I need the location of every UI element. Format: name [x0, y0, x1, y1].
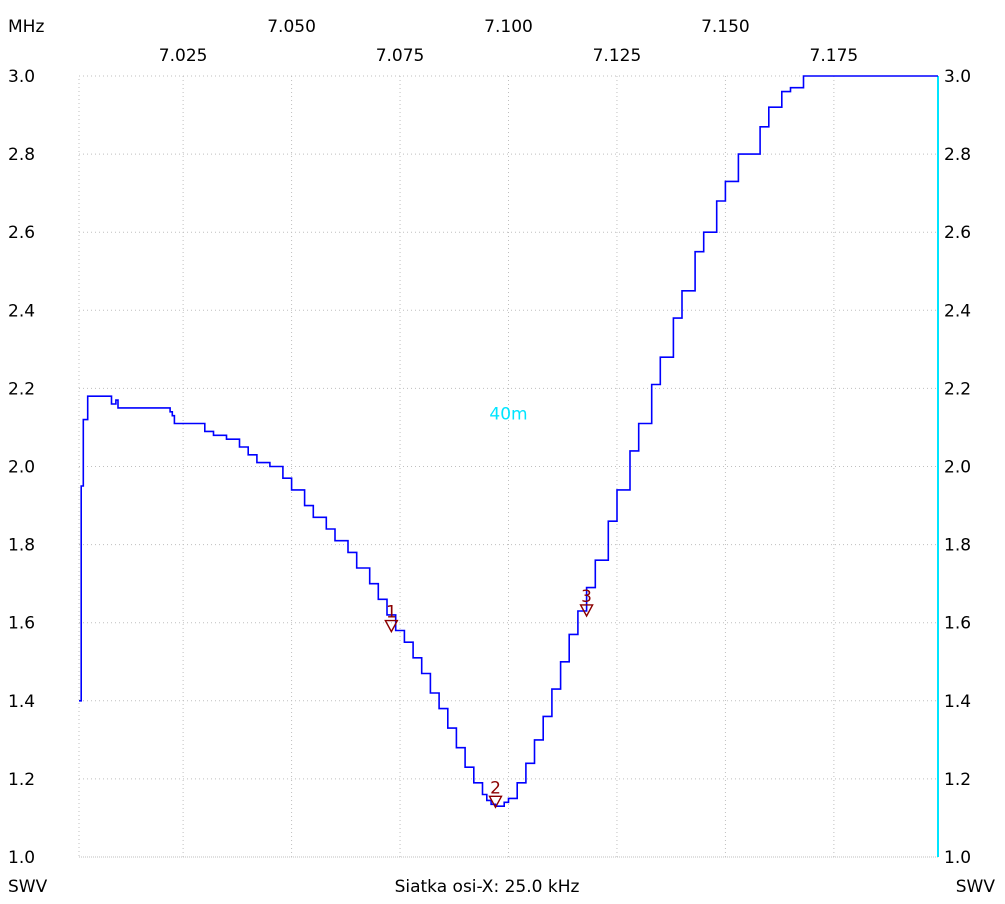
swr-trace [79, 75, 938, 808]
y-tick-label-right: 1.2 [944, 770, 971, 790]
y-tick-label-right: 1.0 [944, 848, 971, 868]
x-tick-label: 7.125 [593, 46, 642, 66]
marker-2: 2 [488, 778, 503, 809]
y-tick-label-right: 1.6 [944, 614, 971, 634]
y-tick-label-right: 3.0 [944, 67, 971, 87]
grid-lines [78, 75, 939, 858]
x-ticks-upper: 7.050 7.100 7.150 [267, 17, 750, 37]
y-tick-label-right: 2.6 [944, 223, 971, 243]
y-axis-label-left: SWV [8, 877, 48, 897]
x-unit-label: MHz [8, 17, 44, 37]
y-axis-label-right: SWV [956, 877, 996, 897]
y-tick-label-right: 2.8 [944, 145, 971, 165]
marker-label: 1 [386, 603, 397, 623]
x-tick-label: 7.075 [376, 46, 425, 66]
y-tick-label-right: 2.2 [944, 379, 971, 399]
x-tick-label: 7.175 [810, 46, 859, 66]
x-axis-label: Siatka osi-X: 25.0 kHz [395, 877, 580, 897]
marker-triangle-icon [488, 795, 503, 809]
x-ticks-lower: 7.025 7.075 7.125 7.175 [159, 46, 858, 66]
x-tick-label: 7.100 [484, 17, 533, 37]
y-tick-label-left: 2.2 [8, 379, 35, 399]
y-tick-label-left: 1.8 [8, 536, 35, 556]
x-tick-label: 7.150 [701, 17, 750, 37]
y-tick-label-left: 1.6 [8, 614, 35, 634]
marker-label: 2 [490, 778, 501, 798]
y-tick-label-left: 1.0 [8, 848, 35, 868]
y-tick-label-left: 2.0 [8, 458, 35, 478]
marker-triangle-icon [384, 619, 399, 634]
y-tick-label-left: 2.8 [8, 145, 35, 165]
marker-1: 1 [384, 603, 399, 634]
x-tick-label: 7.050 [267, 17, 316, 37]
y-tick-label-right: 2.0 [944, 458, 971, 478]
y-ticks-left: 3.0 2.8 2.6 2.4 2.2 2.0 1.8 1.6 1.4 1.2 1.0 [8, 67, 35, 868]
x-tick-label: 7.025 [159, 46, 208, 66]
y-tick-label-left: 1.2 [8, 770, 35, 790]
marker-triangle-icon [579, 604, 594, 618]
y-ticks-right: 3.0 2.8 2.6 2.4 2.2 2.0 1.8 1.6 1.4 1.2 1.0 [944, 67, 971, 868]
band-annotation: 40m [489, 405, 527, 425]
y-tick-label-left: 3.0 [8, 67, 35, 87]
marker-3: 3 [579, 587, 594, 618]
y-tick-label-right: 2.4 [944, 301, 971, 321]
y-tick-label-left: 2.6 [8, 223, 35, 243]
y-tick-label-right: 1.8 [944, 536, 971, 556]
markers: 1 2 3 [384, 587, 594, 809]
y-tick-label-right: 1.4 [944, 692, 971, 712]
y-tick-label-left: 2.4 [8, 301, 35, 321]
y-tick-label-left: 1.4 [8, 692, 35, 712]
marker-label: 3 [581, 587, 592, 607]
